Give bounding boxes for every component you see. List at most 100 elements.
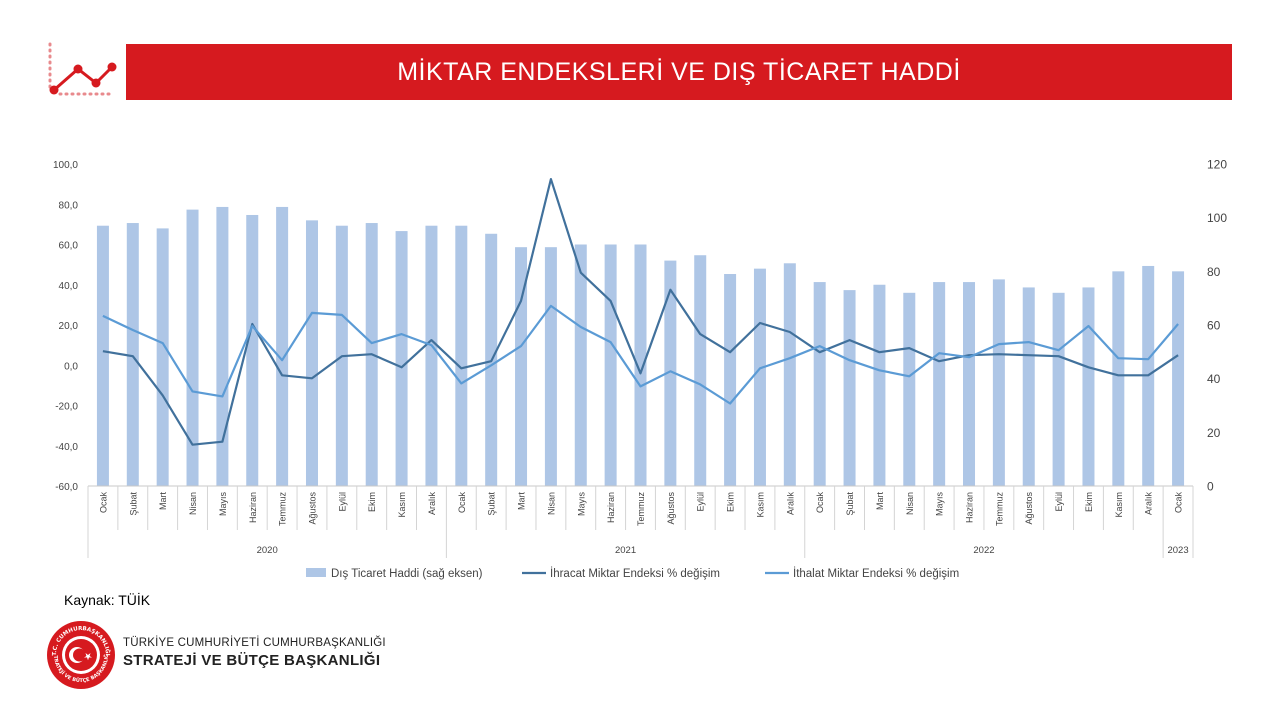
- bar-dis-ticaret-haddi: [455, 225, 468, 486]
- month-tick-label: Kasım: [1114, 492, 1124, 518]
- month-tick-label: Haziran: [965, 492, 975, 523]
- right-axis-tick-label: 20: [1207, 426, 1221, 440]
- bar-dis-ticaret-haddi: [276, 206, 289, 486]
- bar-dis-ticaret-haddi: [305, 220, 318, 486]
- month-tick-label: Ekim: [367, 492, 377, 512]
- bar-dis-ticaret-haddi: [664, 260, 677, 486]
- month-tick-label: Mayıs: [576, 492, 586, 517]
- month-tick-label: Temmuz: [636, 492, 646, 527]
- bar-dis-ticaret-haddi: [694, 255, 707, 486]
- bar-dis-ticaret-haddi: [395, 231, 408, 486]
- month-tick-label: Mayıs: [935, 492, 945, 517]
- line-ihracat-miktar: [102, 178, 1179, 446]
- left-axis-tick-label: 60,0: [59, 241, 79, 252]
- line-ithalat-miktar: [102, 304, 1179, 405]
- month-tick-label: Eylül: [696, 492, 706, 512]
- month-tick-label: Ocak: [98, 492, 108, 514]
- month-tick-label: Haziran: [606, 492, 616, 523]
- month-tick-label: Kasım: [397, 492, 407, 518]
- month-tick-label: Ekim: [726, 492, 736, 512]
- bar-dis-ticaret-haddi: [873, 284, 886, 486]
- month-tick-label: Nisan: [905, 492, 915, 515]
- month-tick-label: Nisan: [188, 492, 198, 515]
- month-tick-label: Mayıs: [218, 492, 228, 517]
- bar-dis-ticaret-haddi: [425, 225, 438, 486]
- bar-dis-ticaret-haddi: [933, 282, 946, 486]
- left-axis-tick-label: 0,0: [64, 361, 78, 372]
- institution-seal-logo: T.C. CUMHURBAŞKANLIĞI STRATEJİ VE BÜTÇE …: [46, 620, 115, 689]
- left-axis-tick-label: 20,0: [59, 321, 79, 332]
- bar-dis-ticaret-haddi: [574, 244, 587, 486]
- bar-dis-ticaret-haddi: [1052, 292, 1065, 486]
- month-tick-label: Eylül: [1054, 492, 1064, 512]
- bar-dis-ticaret-haddi: [1082, 287, 1095, 486]
- bar-dis-ticaret-haddi: [724, 274, 737, 486]
- right-axis-tick-label: 80: [1207, 265, 1221, 279]
- bar-dis-ticaret-haddi: [186, 209, 199, 486]
- month-tick-label: Şubat: [845, 492, 855, 516]
- org-name-line2: STRATEJİ VE BÜTÇE BAŞKANLIĞI: [123, 652, 381, 669]
- year-label: 2021: [615, 545, 636, 556]
- bar-dis-ticaret-haddi: [96, 225, 109, 486]
- bar-dis-ticaret-haddi: [783, 263, 796, 486]
- legend-label: İthalat Miktar Endeksi % değişim: [793, 567, 959, 580]
- month-tick-label: Temmuz: [994, 492, 1004, 527]
- bar-dis-ticaret-haddi: [843, 290, 856, 486]
- month-tick-label: Eylül: [337, 492, 347, 512]
- month-tick-label: Ocak: [815, 492, 825, 514]
- page-title-bar: MİKTAR ENDEKSLERİ VE DIŞ TİCARET HADDİ: [126, 44, 1232, 100]
- bar-dis-ticaret-haddi: [992, 279, 1005, 486]
- legend-swatch-bar: [306, 568, 326, 577]
- bar-dis-ticaret-haddi: [903, 292, 916, 486]
- right-axis-tick-label: 40: [1207, 372, 1221, 386]
- bar-dis-ticaret-haddi: [544, 247, 557, 486]
- month-tick-label: Ocak: [1174, 492, 1184, 514]
- year-label: 2023: [1167, 545, 1188, 556]
- legend-label: Dış Ticaret Haddi (sağ eksen): [331, 568, 483, 580]
- month-tick-label: Aralık: [427, 492, 437, 516]
- bar-dis-ticaret-haddi: [126, 223, 139, 487]
- month-tick-label: Aralık: [785, 492, 795, 516]
- source-note: Kaynak: TÜİK: [64, 592, 151, 608]
- bar-dis-ticaret-haddi: [1112, 271, 1125, 486]
- month-tick-label: Temmuz: [278, 492, 288, 527]
- bar-dis-ticaret-haddi: [1172, 271, 1185, 486]
- bar-dis-ticaret-haddi: [753, 268, 766, 486]
- month-tick-label: Ocak: [457, 492, 467, 514]
- line-chart-icon: [48, 42, 117, 96]
- year-label: 2020: [257, 545, 278, 556]
- month-tick-label: Şubat: [487, 492, 497, 516]
- left-axis-tick-label: 100,0: [53, 160, 78, 171]
- right-axis-tick-label: 100: [1207, 211, 1227, 225]
- month-tick-label: Mart: [158, 492, 168, 510]
- right-axis-tick-label: 0: [1207, 480, 1214, 494]
- year-label: 2022: [973, 545, 994, 556]
- bar-dis-ticaret-haddi: [1022, 287, 1035, 486]
- left-axis-tick-label: 40,0: [59, 281, 79, 292]
- month-tick-label: Mart: [875, 492, 885, 510]
- page-title: MİKTAR ENDEKSLERİ VE DIŞ TİCARET HADDİ: [397, 57, 961, 86]
- month-tick-label: Haziran: [248, 492, 258, 523]
- bar-dis-ticaret-haddi: [604, 244, 617, 486]
- month-tick-label: Aralık: [1144, 492, 1154, 516]
- bar-dis-ticaret-haddi: [156, 228, 169, 486]
- legend-label: İhracat Miktar Endeksi % değişim: [550, 567, 720, 580]
- org-name-line1: TÜRKİYE CUMHURİYETİ CUMHURBAŞKANLIĞI: [123, 637, 386, 649]
- bar-dis-ticaret-haddi: [216, 206, 229, 486]
- right-axis-tick-label: 60: [1207, 319, 1221, 333]
- month-tick-label: Kasım: [755, 492, 765, 518]
- month-tick-label: Şubat: [128, 492, 138, 516]
- month-tick-label: Ekim: [1084, 492, 1094, 512]
- month-tick-label: Mart: [517, 492, 527, 510]
- bar-dis-ticaret-haddi: [634, 244, 647, 486]
- month-tick-label: Ağustos: [666, 492, 676, 525]
- month-tick-label: Nisan: [546, 492, 556, 515]
- left-axis-tick-label: -40,0: [55, 442, 78, 453]
- bar-dis-ticaret-haddi: [963, 282, 976, 486]
- bar-dis-ticaret-haddi: [246, 214, 259, 486]
- left-axis-tick-label: -60,0: [55, 482, 78, 493]
- month-tick-label: Ağustos: [1024, 492, 1034, 525]
- left-axis-tick-label: 80,0: [59, 200, 79, 211]
- bar-dis-ticaret-haddi: [813, 282, 826, 486]
